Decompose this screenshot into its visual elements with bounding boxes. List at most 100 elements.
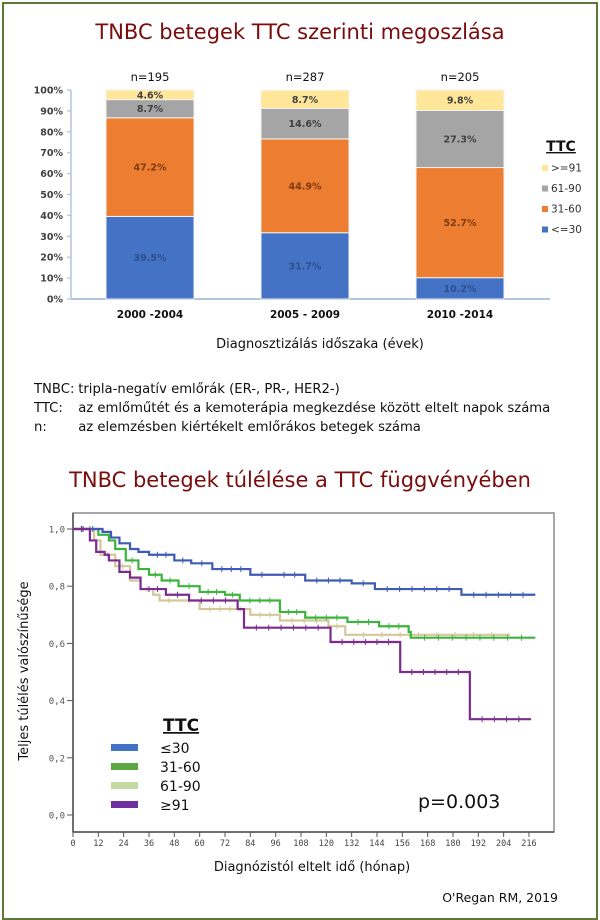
y-tick-label: 1,0	[49, 526, 65, 536]
x-tick-label: 180	[445, 839, 460, 849]
y-tick-label: 100%	[34, 86, 64, 97]
note-key: n:	[34, 420, 47, 435]
x-tick-label: 2010 -2014	[427, 309, 493, 321]
x-tick-label: 0	[70, 839, 75, 849]
bar-data-label: 10.2%	[444, 284, 477, 295]
plot-frame	[72, 512, 555, 833]
y-tick-label: 0,2	[49, 754, 65, 764]
y-tick-label: 0,8	[49, 583, 65, 593]
bar-segment	[415, 167, 505, 279]
note-text: az emlőműtét és a kemoterápia megkezdése…	[78, 401, 551, 416]
legend-label: >=91	[551, 163, 582, 175]
abbreviation-notes: TNBC: tripla-negatív emlőrák (ER-, PR-, …	[34, 380, 550, 437]
x-tick-label: 48	[169, 839, 179, 849]
bar-data-label: 9.8%	[447, 96, 474, 107]
y-tick-label: 30%	[40, 232, 63, 243]
bar-data-label: 47.2%	[134, 163, 167, 174]
note-key: TNBC:	[34, 382, 75, 397]
legend-label: 61-90	[551, 183, 582, 195]
km-curve	[73, 527, 536, 596]
x-tick-label: 168	[420, 839, 435, 849]
bar-data-label: 8.7%	[292, 95, 319, 106]
bar-n-label: n=287	[286, 70, 325, 84]
note-row-tnbc: TNBC: tripla-negatív emlőrák (ER-, PR-, …	[34, 380, 550, 399]
bar-segment	[105, 89, 195, 101]
y-tick-label: 90%	[40, 106, 63, 117]
stacked-bar-chart: 0% 10% 20% 30% 40% 50% 60% 70% 80% 90% 100% 39.5% 47…	[34, 70, 582, 352]
bar-segment	[105, 117, 195, 217]
legend-swatch	[111, 801, 138, 808]
legend-swatch	[111, 744, 138, 751]
x-tick-label: 84	[245, 839, 255, 849]
citation: O'Regan RM, 2019	[442, 890, 558, 905]
bar-data-label: 44.9%	[289, 181, 322, 192]
y-tick-label: 50%	[40, 190, 63, 201]
km-chart-title: TNBC betegek túlélése a TTC függvényében	[69, 468, 531, 492]
y-tick-label: 60%	[40, 169, 63, 180]
x-tick-label: 204	[496, 839, 511, 849]
y-tick-label: 0,6	[49, 640, 65, 650]
y-axis-title: Teljes túlélés valószínűsége	[17, 581, 32, 761]
x-tick-label: 2005 - 2009	[270, 309, 340, 321]
bar-data-label: 4.6%	[137, 90, 164, 101]
y-tick-label: 20%	[40, 253, 63, 264]
bar-segment	[415, 89, 505, 111]
bar-data-label: 14.6%	[289, 119, 322, 130]
legend-swatch	[111, 763, 138, 770]
bar-data-label: 31.7%	[289, 261, 322, 272]
bar-data-label: 52.7%	[444, 218, 477, 229]
legend-title: TTC	[546, 139, 576, 155]
x-axis-title: Diagnózistól eltelt idő (hónap)	[214, 860, 410, 875]
y-tick-label: 10%	[40, 274, 63, 285]
y-tick-label: 70%	[40, 148, 63, 159]
legend-label: 61-90	[160, 779, 201, 795]
legend-label: ≤30	[160, 741, 190, 757]
bar-segment	[105, 215, 195, 300]
legend-swatch	[111, 782, 138, 789]
y-tick-label: 0%	[47, 295, 64, 306]
legend-label: <=30	[551, 224, 582, 236]
legend-swatch	[542, 206, 548, 212]
bar-n-label: n=195	[131, 70, 170, 84]
y-tick-label: 0,4	[49, 697, 65, 707]
y-tick-label: 80%	[40, 127, 63, 138]
km-curve	[73, 527, 536, 639]
legend-swatch	[542, 165, 548, 171]
p-value-annotation: p=0.003	[418, 791, 500, 813]
x-tick-label: 108	[293, 839, 308, 849]
legend-label: 31-60	[551, 204, 582, 216]
x-tick-label: 96	[271, 839, 281, 849]
x-tick-label: 120	[319, 839, 334, 849]
x-tick-label: 12	[93, 839, 103, 849]
bar-data-label: 27.3%	[444, 135, 477, 146]
x-tick-label: 192	[471, 839, 486, 849]
x-tick-label: 24	[119, 839, 129, 849]
x-tick-label: 2000 -2004	[117, 309, 183, 321]
x-tick-label: 144	[369, 839, 384, 849]
bar-segment	[260, 107, 350, 140]
y-tick-label: 40%	[40, 211, 63, 222]
bar-segment	[260, 89, 350, 109]
legend-label: 31-60	[160, 760, 201, 776]
note-row-n: n: az elemzésben kiértékelt emlőrákos be…	[34, 418, 550, 437]
bar-data-label: 39.5%	[134, 253, 167, 264]
bar-chart-title: TNBC betegek TTC szerinti megoszlása	[95, 20, 505, 44]
x-tick-label: 36	[144, 839, 154, 849]
x-tick-label: 156	[395, 839, 410, 849]
x-tick-label: 132	[344, 839, 359, 849]
legend-title: TTC	[163, 716, 199, 736]
note-row-ttc: TTC: az emlőműtét és a kemoterápia megke…	[34, 399, 550, 418]
legend-swatch	[542, 185, 548, 192]
note-text: tripla-negatív emlőrák (ER-, PR-, HER2-)	[78, 382, 340, 397]
note-key: TTC:	[34, 401, 63, 416]
x-tick-label: 60	[195, 839, 205, 849]
x-tick-label: 72	[220, 839, 230, 849]
x-tick-label: 216	[521, 839, 536, 849]
y-tick-label: 0,0	[49, 812, 65, 822]
bar-n-label: n=205	[441, 70, 480, 84]
legend-label: ≥91	[160, 798, 190, 814]
note-text: az elemzésben kiértékelt emlőrákos beteg…	[78, 420, 421, 435]
x-axis-title: Diagnosztizálás időszaka (évek)	[216, 337, 424, 352]
